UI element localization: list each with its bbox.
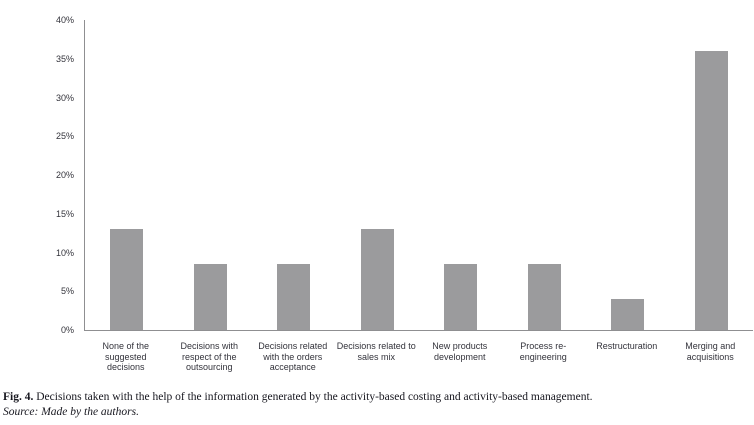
figure-source: Source: Made by the authors.: [3, 406, 139, 418]
figure-label: Fig. 4.: [3, 391, 34, 403]
bar: [193, 264, 227, 330]
x-category-label: Decisions related with the orders accept…: [258, 341, 328, 372]
y-tick-label: 40%: [55, 15, 74, 25]
y-tick-label: 25%: [55, 131, 74, 142]
y-tick-label: 15%: [55, 208, 74, 219]
bar: [527, 264, 561, 330]
x-category-label: Process re-engineering: [519, 341, 567, 362]
bar-slot: [586, 20, 670, 330]
bar: [444, 264, 478, 330]
bar-slot: [169, 20, 253, 330]
bar: [611, 299, 645, 330]
bar-slot: [670, 20, 754, 330]
y-tick-label: 35%: [55, 53, 74, 64]
caption-text: Decisions taken with the help of the inf…: [36, 391, 593, 403]
bar: [277, 264, 311, 330]
y-tick-label: 10%: [55, 247, 74, 258]
x-category-label: New products development: [432, 341, 488, 362]
bar-slot: [85, 20, 169, 330]
bar-slot: [252, 20, 336, 330]
x-category-label: None of the suggested decisions: [102, 341, 150, 372]
plot-area: [84, 20, 753, 331]
x-category-label: Decisions with respect of the outsourcin…: [180, 341, 239, 372]
y-tick-label: 0%: [60, 325, 74, 335]
bar-slot: [419, 20, 503, 330]
x-axis-labels: None of the suggested decisions Decisions…: [84, 341, 752, 373]
x-category-label: Merging and acquisitions: [685, 341, 736, 362]
figure-caption: Fig. 4. Decisions taken with the help of…: [3, 390, 751, 404]
y-tick-label: 5%: [60, 286, 74, 297]
bar: [694, 51, 728, 330]
y-tick-label: 30%: [55, 92, 74, 103]
bar-slot: [336, 20, 420, 330]
bar-chart: 0% 5% 10% 15% 20% 25% 30% 35% 40% None of the su…: [55, 15, 753, 373]
x-category-label: Decisions related to sales mix: [336, 341, 416, 362]
bar: [360, 229, 394, 330]
bar: [110, 229, 144, 330]
y-tick-label: 20%: [55, 170, 74, 180]
bar-slot: [503, 20, 587, 330]
x-category-label: Restructuration: [596, 341, 658, 351]
